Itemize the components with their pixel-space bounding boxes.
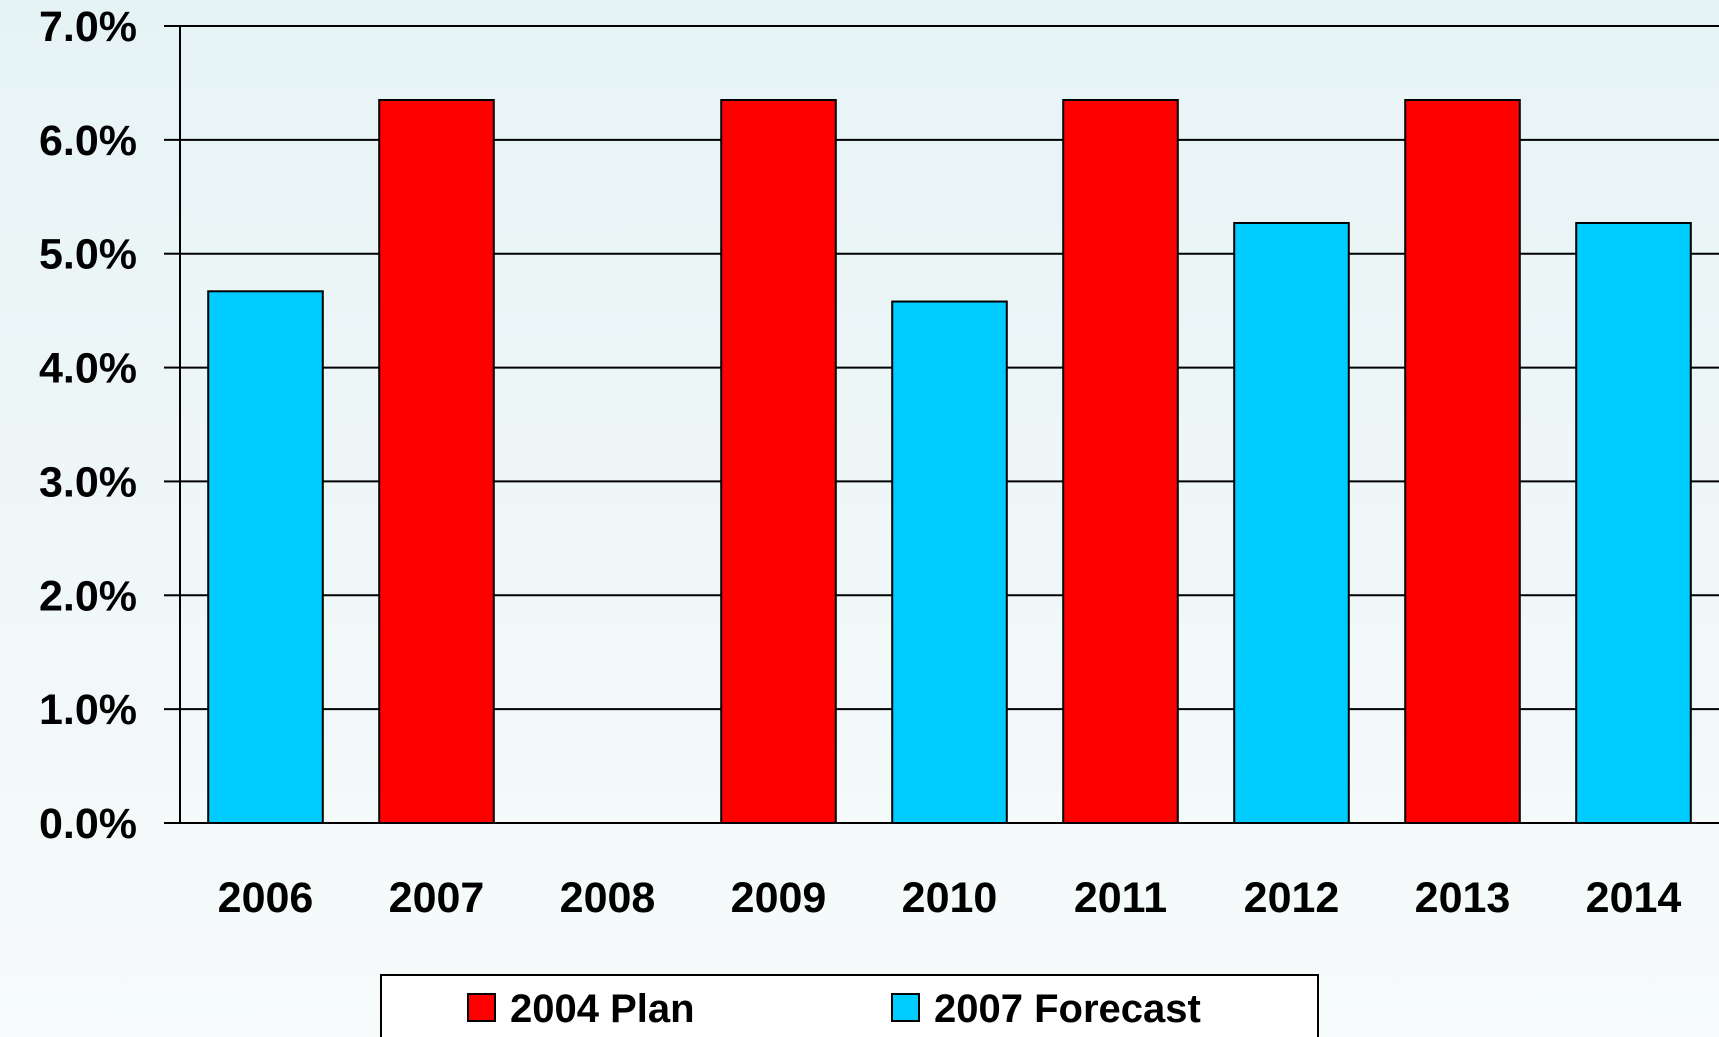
y-axis-tick-labels: 0.0% 1.0% 2.0% 3.0% 4.0% 5.0% 6.0% 7.0% [39,3,137,848]
bar-plan-2013 [1404,99,1521,824]
bar-forecast-2010 [891,300,1008,824]
legend-label-plan: 2004 Plan [510,987,695,1031]
legend: 2004 Plan 2007 Forecast [380,974,1319,1037]
y-tick-label: 3.0% [39,458,137,506]
x-tick-label: 2008 [560,874,656,922]
y-tick-label: 6.0% [39,117,137,165]
x-tick-label: 2009 [731,874,827,922]
y-tick-label: 7.0% [39,3,137,51]
legend-swatch-plan [467,993,496,1022]
y-tick-label: 1.0% [39,686,137,734]
x-tick-label: 2012 [1244,874,1340,922]
legend-label-forecast: 2007 Forecast [934,987,1201,1031]
y-tick-label: 4.0% [39,345,137,393]
y-tick-label: 2.0% [39,572,137,620]
axes [164,25,1719,824]
bars [207,99,1692,825]
y-tick-label: 0.0% [39,800,137,848]
legend-swatch-forecast [891,993,920,1022]
plot-area [164,25,1719,825]
bar-plan-2011 [1062,99,1179,824]
x-tick-label: 2006 [218,874,314,922]
x-tick-label: 2010 [902,874,998,922]
x-tick-label: 2013 [1415,874,1511,922]
x-tick-label: 2011 [1074,874,1167,922]
bar-forecast-2012 [1233,221,1350,825]
bar-forecast-2014 [1575,221,1692,825]
bar-forecast-2006 [207,290,324,824]
x-axis-tick-labels: 2006 2007 2008 2009 2010 2011 2012 2013 2014 [218,874,1682,922]
x-tick-label: 2014 [1586,874,1682,922]
bar-plan-2009 [720,99,837,824]
bar-plan-2007 [378,99,495,824]
y-tick-label: 5.0% [39,231,137,279]
x-tick-label: 2007 [389,874,485,922]
legend-box [380,974,1319,1037]
